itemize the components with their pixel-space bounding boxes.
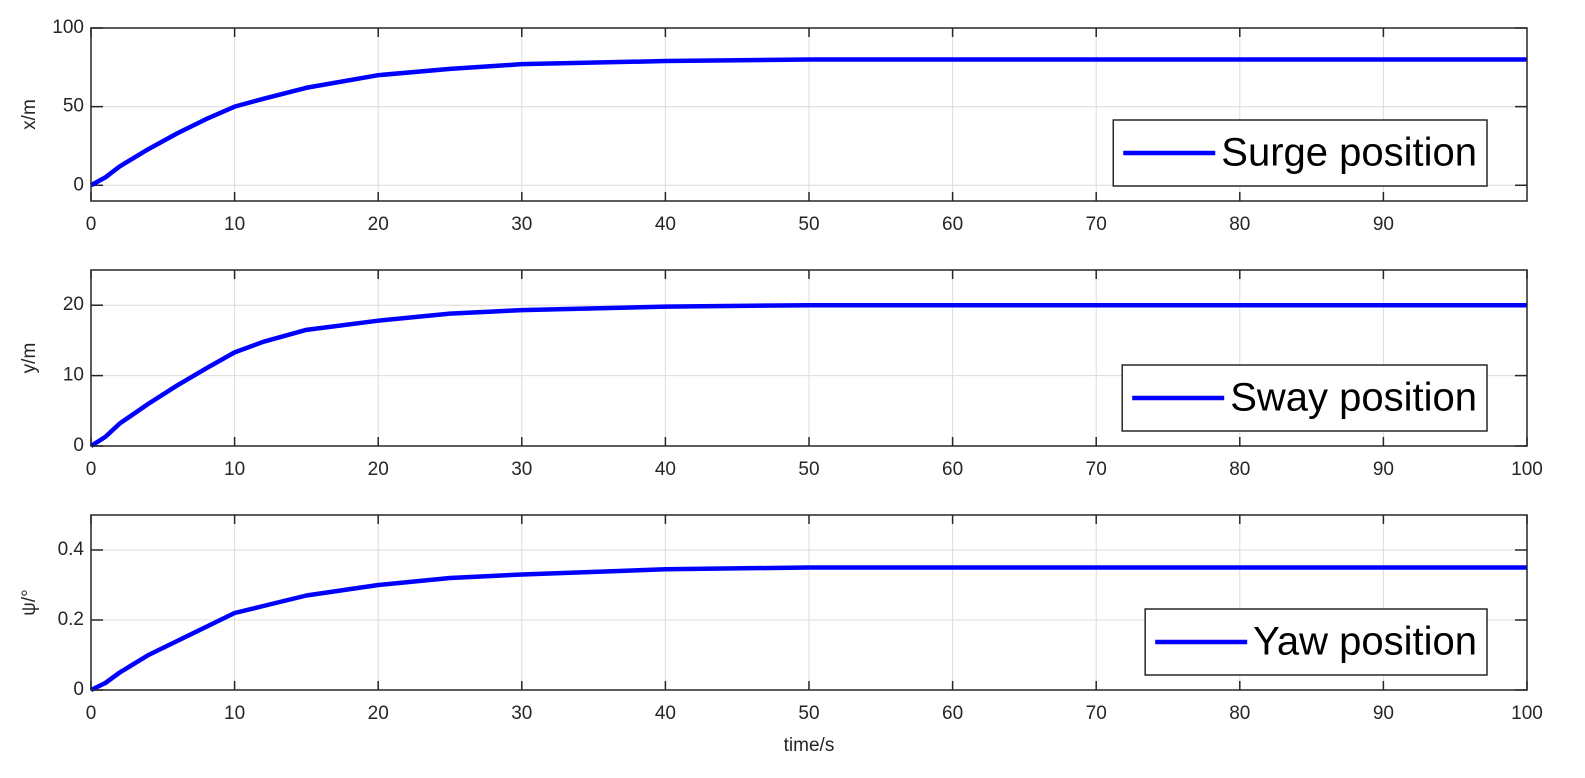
x-tick-label: 0 — [86, 459, 97, 480]
x-tick-label: 100 — [1511, 459, 1543, 480]
x-tick-label: 0 — [86, 703, 97, 724]
x-tick-label: 20 — [368, 214, 389, 235]
legend: Surge position — [1112, 119, 1488, 187]
x-tick-label: 80 — [1229, 703, 1250, 724]
x-tick-label: 20 — [368, 703, 389, 724]
axes-box — [90, 514, 1528, 691]
x-tick-label: 10 — [224, 459, 245, 480]
x-tick-label: 30 — [511, 214, 532, 235]
axes-box — [90, 27, 1528, 202]
legend: Sway position — [1121, 364, 1488, 432]
x-tick-label: 40 — [655, 703, 676, 724]
x-tick-label: 0 — [86, 214, 97, 235]
axes-box — [90, 269, 1528, 447]
data-line — [89, 302, 1527, 448]
y-tick-label: 0 — [73, 435, 84, 456]
x-tick-label: 90 — [1373, 459, 1394, 480]
x-tick-label: 30 — [511, 459, 532, 480]
x-tick-label: 50 — [798, 459, 819, 480]
y-tick-label: 0.2 — [58, 609, 84, 630]
x-tick-label: 90 — [1373, 703, 1394, 724]
x-tick-label: 40 — [655, 214, 676, 235]
y-tick-label: 100 — [52, 17, 84, 38]
y-tick-label: 10 — [63, 365, 84, 386]
y-axis-label: ψ/° — [19, 589, 40, 615]
x-tick-label: 60 — [942, 703, 963, 724]
x-tick-label: 50 — [798, 703, 819, 724]
x-tick-label: 30 — [511, 703, 532, 724]
y-tick-label: 50 — [63, 96, 84, 117]
y-tick-label: 20 — [63, 294, 84, 315]
x-tick-label: 10 — [224, 214, 245, 235]
x-tick-label: 60 — [942, 459, 963, 480]
y-axis-label: y/m — [19, 343, 40, 374]
x-tick-label: 40 — [655, 459, 676, 480]
legend-label: Sway position — [1230, 376, 1477, 420]
x-tick-label: 90 — [1373, 214, 1394, 235]
legend-label: Yaw position — [1253, 620, 1477, 664]
x-tick-label: 70 — [1086, 459, 1107, 480]
y-tick-label: 0 — [73, 174, 84, 195]
x-tick-label: 70 — [1086, 214, 1107, 235]
y-tick-label: 0.4 — [58, 539, 85, 560]
x-tick-label: 80 — [1229, 214, 1250, 235]
x-tick-label: 10 — [224, 703, 245, 724]
y-tick-label: 0 — [73, 679, 84, 700]
x-tick-label: 60 — [942, 214, 963, 235]
data-line — [90, 565, 1527, 693]
x-tick-label: 20 — [368, 459, 389, 480]
x-tick-label: 70 — [1086, 703, 1107, 724]
legend-label: Surge position — [1221, 131, 1477, 175]
x-tick-label: 50 — [798, 214, 819, 235]
legend: Yaw position — [1144, 608, 1488, 676]
data-line — [89, 57, 1527, 188]
x-axis-label: time/s — [784, 735, 835, 756]
x-tick-label: 100 — [1511, 703, 1543, 724]
y-axis-label: x/m — [19, 99, 40, 130]
x-tick-label: 80 — [1229, 459, 1250, 480]
